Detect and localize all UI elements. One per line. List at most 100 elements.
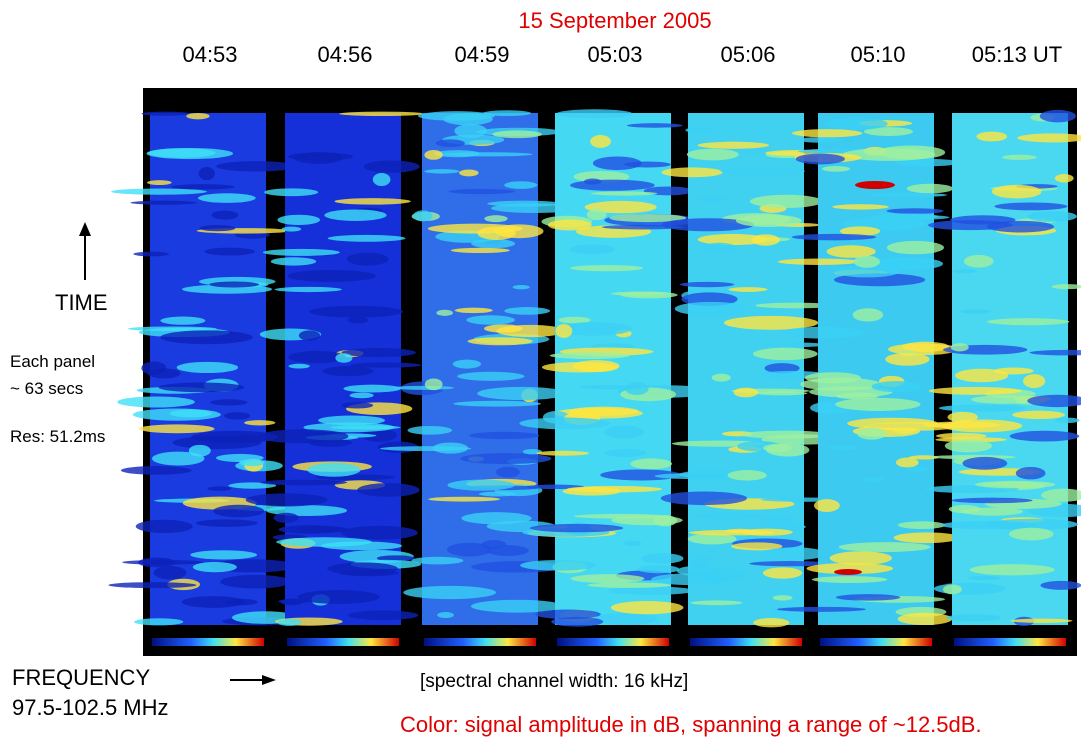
texture bbox=[547, 219, 592, 231]
texture bbox=[625, 382, 649, 395]
texture bbox=[593, 613, 658, 625]
texture bbox=[871, 381, 922, 393]
time-label: TIME bbox=[55, 290, 108, 315]
texture bbox=[1041, 488, 1081, 502]
texture bbox=[901, 341, 950, 352]
texture bbox=[549, 352, 630, 359]
colorbar bbox=[954, 638, 1066, 646]
texture bbox=[182, 596, 246, 608]
texture bbox=[762, 443, 793, 453]
texture bbox=[298, 330, 321, 341]
texture bbox=[482, 110, 532, 117]
texture bbox=[393, 385, 455, 390]
colorbar bbox=[287, 638, 399, 646]
texture bbox=[674, 301, 748, 316]
texture bbox=[759, 523, 806, 531]
texture bbox=[274, 286, 342, 293]
texture bbox=[210, 399, 248, 406]
texture bbox=[813, 499, 840, 512]
texture bbox=[147, 368, 181, 379]
texture bbox=[953, 269, 977, 274]
texture bbox=[454, 307, 493, 314]
texture bbox=[950, 343, 969, 352]
texture bbox=[496, 324, 566, 338]
texture bbox=[224, 412, 251, 420]
texture bbox=[122, 559, 204, 565]
texture bbox=[327, 234, 406, 242]
texture bbox=[895, 457, 919, 468]
texture bbox=[424, 169, 460, 174]
texture bbox=[436, 309, 453, 316]
texture bbox=[139, 424, 215, 434]
texture bbox=[711, 373, 731, 382]
texture bbox=[824, 117, 888, 130]
time-label: 04:59 bbox=[454, 42, 510, 67]
texture bbox=[192, 562, 237, 573]
texture bbox=[324, 209, 387, 221]
texture bbox=[520, 559, 597, 571]
texture bbox=[467, 337, 533, 346]
texture bbox=[120, 466, 192, 475]
texture bbox=[257, 429, 349, 444]
texture bbox=[519, 417, 610, 430]
texture bbox=[1027, 394, 1081, 408]
texture bbox=[495, 466, 520, 478]
texture bbox=[376, 555, 416, 562]
texture bbox=[207, 486, 232, 491]
texture bbox=[828, 445, 857, 451]
texture bbox=[832, 204, 889, 210]
texture bbox=[834, 569, 862, 575]
texture bbox=[835, 594, 901, 601]
texture bbox=[361, 428, 397, 442]
texture bbox=[569, 244, 616, 255]
texture bbox=[191, 430, 278, 444]
texture bbox=[357, 483, 420, 497]
texture bbox=[486, 545, 529, 556]
texture bbox=[1029, 349, 1081, 356]
colorbar bbox=[690, 638, 802, 646]
texture bbox=[967, 575, 1001, 581]
resolution: Res: 51.2ms bbox=[10, 427, 106, 446]
texture bbox=[541, 362, 618, 373]
texture bbox=[590, 134, 612, 148]
texture bbox=[624, 161, 671, 168]
texture bbox=[777, 258, 860, 265]
texture bbox=[893, 532, 960, 544]
texture bbox=[197, 193, 256, 203]
texture bbox=[470, 599, 564, 613]
panel-duration: Each panel bbox=[10, 352, 96, 371]
texture bbox=[334, 198, 411, 205]
texture bbox=[857, 427, 887, 440]
texture bbox=[477, 386, 567, 401]
texture bbox=[281, 226, 302, 232]
texture bbox=[529, 523, 624, 533]
texture bbox=[228, 482, 277, 489]
texture bbox=[590, 191, 658, 196]
texture bbox=[772, 595, 793, 601]
texture bbox=[728, 287, 768, 292]
texture bbox=[278, 525, 340, 534]
texture bbox=[190, 550, 258, 560]
texture bbox=[886, 208, 944, 214]
texture bbox=[986, 220, 1055, 233]
texture bbox=[555, 324, 573, 338]
texture bbox=[863, 476, 884, 483]
time-label: 05:06 bbox=[720, 42, 776, 67]
time-label: 05:10 bbox=[850, 42, 906, 67]
texture bbox=[749, 194, 823, 208]
texture bbox=[132, 408, 221, 421]
texture bbox=[245, 493, 328, 507]
texture bbox=[403, 585, 497, 600]
texture bbox=[459, 169, 479, 177]
colorbar bbox=[557, 638, 669, 646]
texture bbox=[341, 348, 416, 358]
texture bbox=[1015, 466, 1046, 480]
texture bbox=[1027, 211, 1077, 222]
texture bbox=[448, 188, 515, 195]
texture bbox=[469, 431, 540, 440]
texture bbox=[450, 247, 510, 254]
texture bbox=[696, 513, 761, 520]
texture bbox=[307, 462, 361, 477]
texture bbox=[587, 582, 671, 588]
texture bbox=[335, 353, 353, 363]
